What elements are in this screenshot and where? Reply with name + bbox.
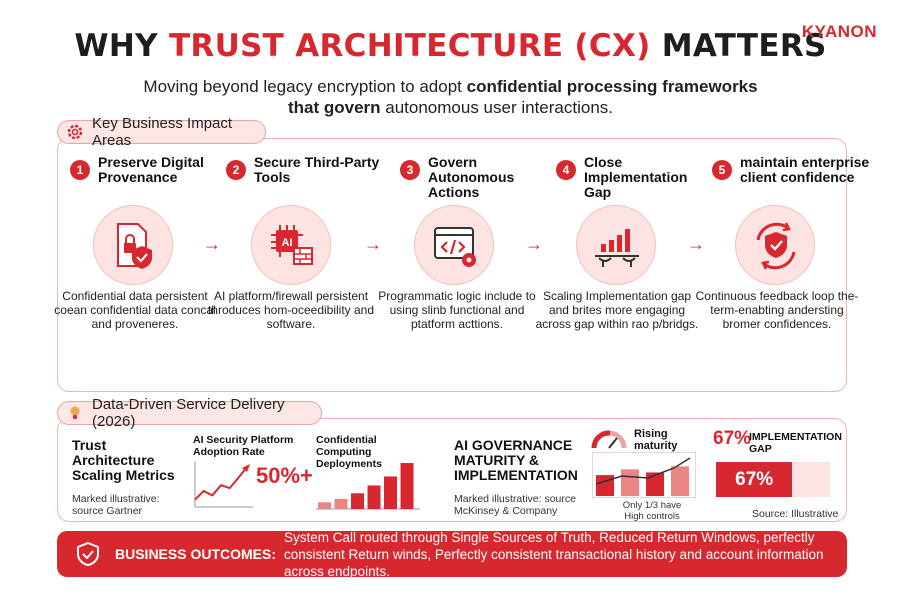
outcomes-label: BUSINESS OUTCOMES: [115, 546, 277, 562]
gap-bar-value: 67% [735, 468, 774, 490]
arrow-right-icon: → [364, 234, 382, 254]
title-part-1: WHY [74, 28, 158, 64]
outcomes-text: System Call routed through Single Source… [284, 529, 824, 579]
maturity-bar [646, 472, 664, 496]
step-number: 2 [226, 160, 246, 180]
svg-text:AI: AI [282, 237, 293, 249]
gear-icon [66, 123, 84, 141]
gap-bar-fill: 67% [716, 462, 793, 497]
step-number: 4 [556, 160, 576, 180]
arrow-right-icon: → [687, 234, 705, 254]
delivery-tab: Data-Driven Service Delivery (2026) [57, 396, 322, 430]
step-description: Programmatic logic include to using slin… [378, 289, 536, 331]
deployment-bar [334, 498, 348, 509]
step-title: maintain enterprise client confidence [740, 154, 870, 185]
maturity-note: Only 1/3 have High controls [622, 500, 682, 522]
ai-chip-firewall-icon: AI [251, 205, 331, 285]
deployment-bar [400, 463, 414, 509]
business-outcomes-banner: BUSINESS OUTCOMES: System Call routed th… [57, 529, 847, 579]
page-title: WHY TRUST ARCHITECTURE (CX) MATTERS [0, 28, 901, 64]
delivery-panel [57, 418, 847, 522]
deployments-bar-chart [316, 463, 420, 510]
step-number: 5 [712, 160, 732, 180]
logo: KYANON [801, 22, 877, 41]
adoption-rate-value: 50%+ [256, 463, 313, 488]
deployment-bar [367, 485, 381, 509]
shield-check-icon [75, 541, 101, 567]
step-description: Scaling Implementation gap and brites mo… [535, 289, 699, 331]
step-number: 3 [400, 160, 420, 180]
adoption-line-chart [194, 461, 253, 508]
arrow-right-icon: → [525, 234, 543, 254]
subtitle-post: autonomous user interactions. [385, 98, 614, 117]
deployment-bar [318, 502, 331, 509]
lightbulb-icon [66, 404, 84, 422]
gap-bar-track: 67% [716, 462, 830, 497]
bar-chart-bridge-icon [576, 205, 656, 285]
deployment-bar [351, 493, 364, 509]
maturity-bar-chart [592, 452, 696, 498]
scaling-metrics-title: Trust Architecture Scaling Metrics [72, 437, 175, 483]
shield-cycle-icon [735, 205, 815, 285]
step-description: Continuous feedback loop the-term-enabti… [695, 289, 859, 331]
delivery-tab-label: Data-Driven Service Delivery (2026) [92, 396, 285, 430]
gauge-icon [591, 430, 627, 449]
maturity-trend-line [595, 457, 691, 485]
title-part-2: TRUST ARCHITECTURE (CX) [168, 28, 651, 64]
governance-source: Marked illustrative: source McKinsey & C… [454, 493, 576, 517]
adoption-rate-title: AI Security Platform Adoption Rate [193, 434, 294, 458]
title-part-3: MATTERS [661, 28, 827, 64]
step-title: Secure Third-Party Tools [254, 154, 380, 185]
subtitle-bold-2: that govern [287, 98, 381, 117]
trend-arrowhead [242, 464, 250, 472]
adoption-series-line [194, 466, 248, 501]
arrow-right-icon: → [203, 234, 221, 254]
deployment-bar [384, 476, 397, 509]
step-title: Govern Autonomous Actions [428, 154, 515, 200]
document-lock-shield-icon [93, 205, 173, 285]
step-description: AI platform/firewall persistent throduce… [207, 289, 375, 331]
code-window-gear-icon [414, 205, 494, 285]
step-title: Preserve Digital Provenance [98, 154, 204, 185]
subtitle-bold: confidential processing frameworks [466, 77, 758, 96]
step-description: Confidential data persistent coean confi… [54, 289, 216, 331]
maturity-bar [596, 475, 614, 496]
impact-tab: Key Business Impact Areas [57, 115, 266, 149]
confidential-deployments-title: Confidential Computing Deployments [316, 434, 382, 470]
governance-title: AI GOVERNANCE MATURITY & IMPLEMENTATION [454, 437, 578, 483]
impact-tab-label: Key Business Impact Areas [92, 115, 233, 149]
subtitle: Moving beyond legacy encryption to adopt… [60, 76, 841, 118]
step-number: 1 [70, 160, 90, 180]
subtitle-pre: Moving beyond legacy encryption to adopt [143, 77, 462, 96]
scaling-metrics-source: Marked illustrative: source Gartner [72, 493, 160, 517]
gap-label: IMPLEMENTATION GAP [749, 431, 842, 455]
gap-percent: 67% [713, 428, 752, 449]
maturity-bar [671, 466, 689, 496]
step-title: Close Implementation Gap [584, 154, 688, 200]
maturity-bar [621, 469, 639, 496]
gap-source: Source: Illustrative [752, 508, 839, 520]
